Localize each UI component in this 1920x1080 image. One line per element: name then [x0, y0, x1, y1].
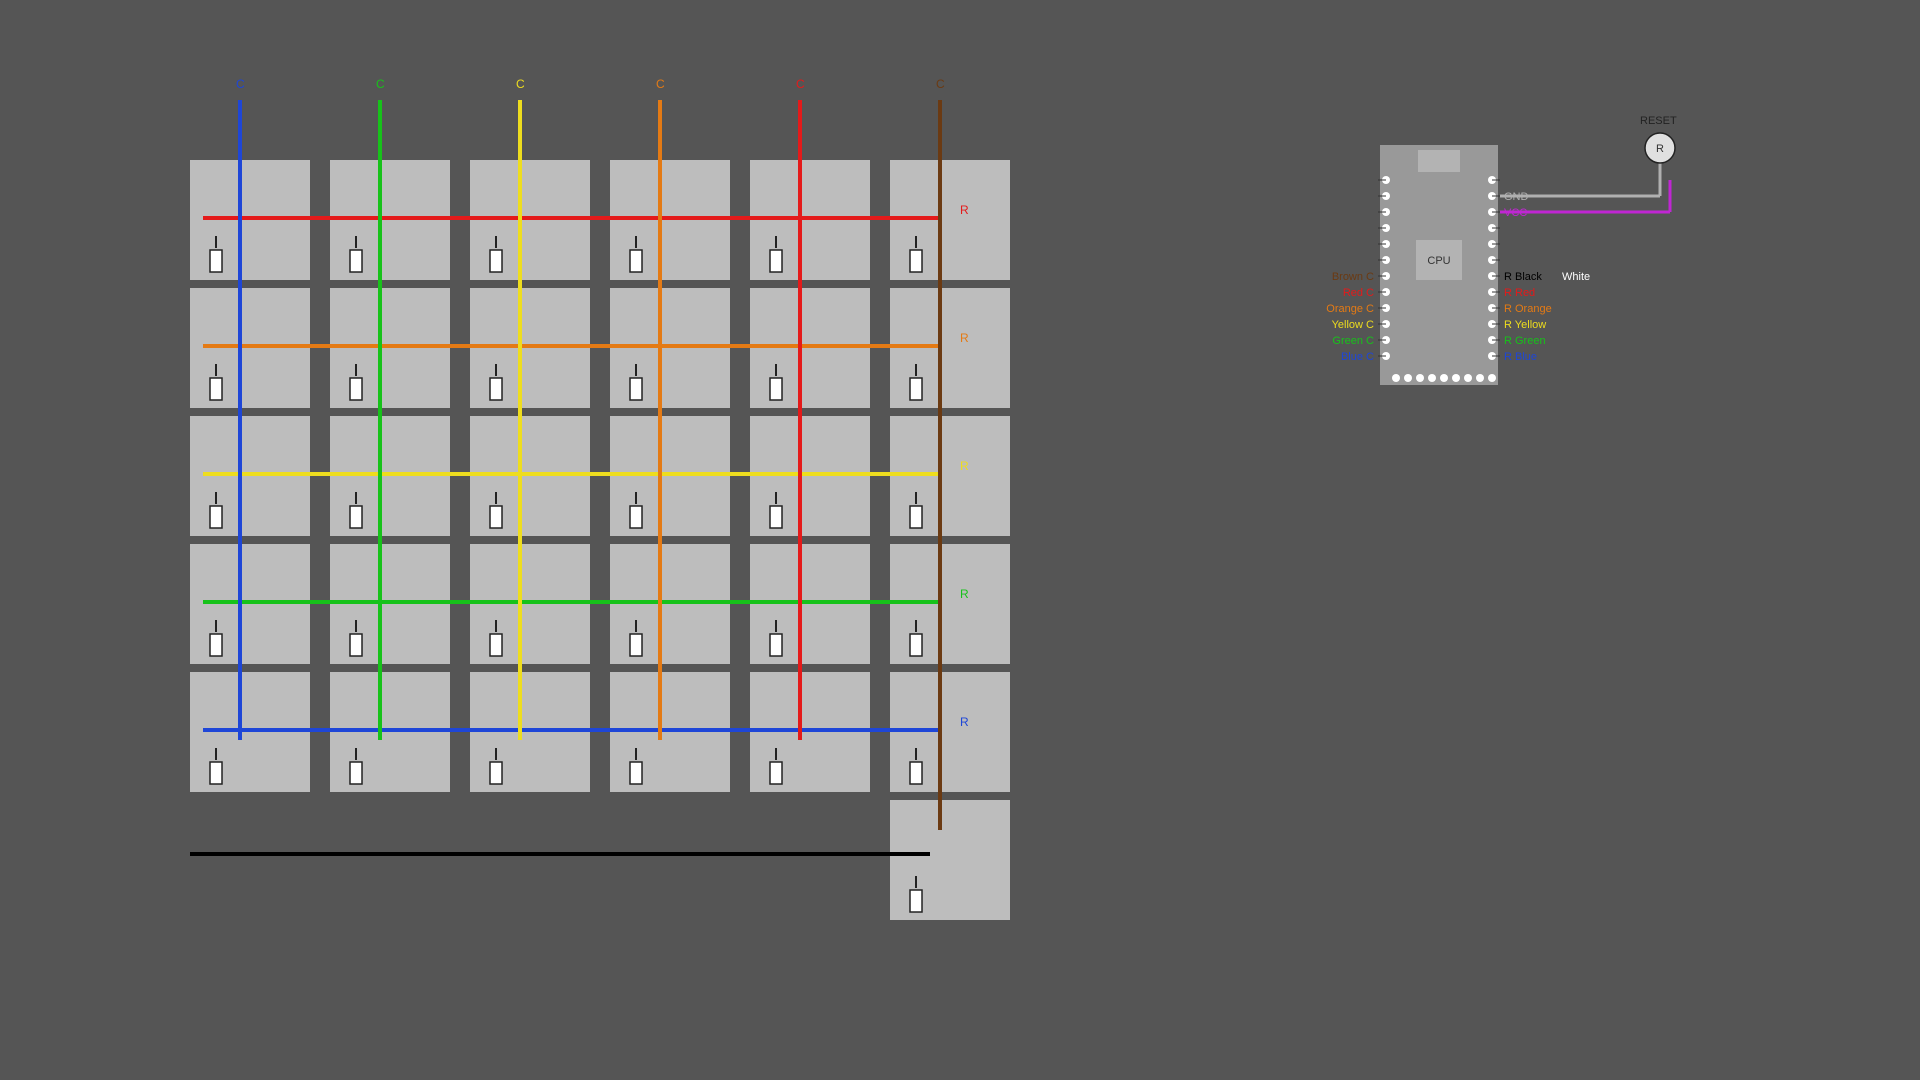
mcu-pin-label: R Green [1504, 335, 1546, 347]
mcu-pin [1428, 374, 1436, 382]
wiring-diagram: R R R R R C C C C C C CPU Brown C Red C Orange C Yellow… [0, 0, 1920, 1080]
mcu-pin-label: R Black [1504, 271, 1542, 283]
switch-body [910, 506, 922, 528]
mcu-usb [1418, 150, 1460, 172]
mcu-pin-label: Yellow C [1332, 319, 1374, 331]
mcu-pin [1440, 374, 1448, 382]
mcu-pin [1488, 374, 1496, 382]
switch-body [910, 634, 922, 656]
key-cell [890, 800, 1010, 920]
switch-body [630, 634, 642, 656]
switch-body [630, 506, 642, 528]
col-label: C [656, 77, 665, 91]
mcu-pin-label: Green C [1332, 335, 1374, 347]
switch-body [490, 634, 502, 656]
col-label: C [236, 77, 245, 91]
switch-body [490, 762, 502, 784]
mcu-pin [1452, 374, 1460, 382]
row-label: R [960, 331, 969, 345]
mcu-pin-label: R Orange [1504, 303, 1552, 315]
mcu-pin [1404, 374, 1412, 382]
switch-body [770, 762, 782, 784]
switch-body [210, 250, 222, 272]
switch-body [210, 762, 222, 784]
mcu-pin [1416, 374, 1424, 382]
col-label: C [516, 77, 525, 91]
mcu-pin-label: R Red [1504, 287, 1535, 299]
mcu-pin-label: Brown C [1332, 271, 1374, 283]
switch-body [490, 506, 502, 528]
row-label: R [960, 459, 969, 473]
switch-body [210, 506, 222, 528]
switch-body [630, 250, 642, 272]
mcu-pin [1464, 374, 1472, 382]
switch-body [910, 890, 922, 912]
switch-body [770, 250, 782, 272]
switch-body [350, 378, 362, 400]
switch-body [910, 250, 922, 272]
row-label: R [960, 715, 969, 729]
mcu-pin-label: Blue C [1341, 351, 1374, 363]
mcu-pin-label-extra: White [1562, 271, 1590, 283]
mcu-pin [1476, 374, 1484, 382]
switch-body [490, 250, 502, 272]
switch-body [910, 378, 922, 400]
mcu-pin-label: Orange C [1326, 303, 1374, 315]
switch-body [490, 378, 502, 400]
mcu-pin-label: R Yellow [1504, 319, 1546, 331]
mcu-pin-label: Red C [1343, 287, 1374, 299]
row-label: R [960, 203, 969, 217]
switch-body [210, 378, 222, 400]
switch-body [770, 506, 782, 528]
switch-body [910, 762, 922, 784]
switch-body [350, 634, 362, 656]
switch-body [630, 378, 642, 400]
reset-label: RESET [1640, 115, 1677, 127]
col-label: C [936, 77, 945, 91]
switch-body [350, 250, 362, 272]
switch-body [770, 378, 782, 400]
mcu-pin [1392, 374, 1400, 382]
switch-body [210, 634, 222, 656]
col-label: C [376, 77, 385, 91]
switch-body [350, 506, 362, 528]
row-label: R [960, 587, 969, 601]
switch-body [350, 762, 362, 784]
switch-body [770, 634, 782, 656]
switch-body [630, 762, 642, 784]
col-label: C [796, 77, 805, 91]
mcu-pin-label: R Blue [1504, 351, 1537, 363]
reset-button-text: R [1656, 143, 1664, 155]
mcu-cpu-label: CPU [1427, 255, 1450, 267]
